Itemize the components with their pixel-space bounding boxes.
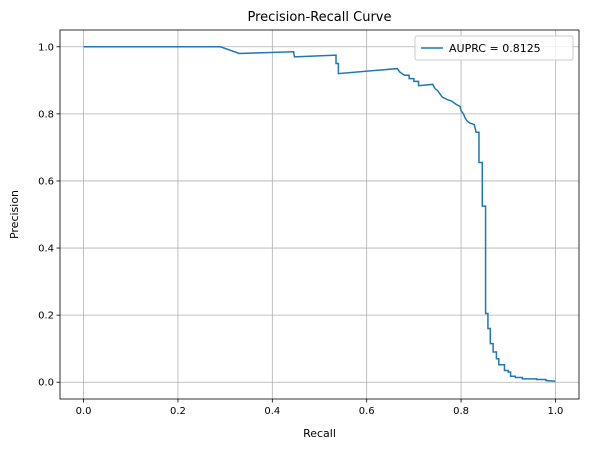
legend-box — [414, 35, 574, 61]
x-tick-label: 0.2 — [170, 406, 186, 417]
y-tick-label: 0.4 — [38, 244, 54, 255]
x-tick-label: 0.4 — [264, 406, 280, 417]
x-tick-label: 0.6 — [359, 406, 375, 417]
series-line — [83, 46, 556, 382]
x-tick-label: 1.0 — [547, 406, 563, 417]
legend: AUPRC = 0.8125 — [414, 35, 574, 61]
y-axis-label: Precision — [8, 190, 21, 239]
x-axis-label: Recall — [303, 427, 336, 440]
ticks: 0.0 0.2 0.4 0.6 0.8 1.0 0.0 0.2 0.4 0.6 0.8 1.0 — [38, 42, 563, 417]
plot-frame — [59, 29, 580, 400]
x-tick-label: 0.8 — [453, 406, 469, 417]
y-tick-label: 0.0 — [38, 378, 54, 389]
y-tick-label: 0.6 — [38, 176, 54, 187]
y-tick-label: 1.0 — [38, 42, 54, 53]
legend-label: AUPRC = 0.8125 — [449, 42, 541, 55]
x-tick-label: 0.0 — [76, 406, 92, 417]
chart-title: Precision-Recall Curve — [248, 10, 392, 25]
y-tick-label: 0.8 — [38, 109, 54, 120]
series-layer — [83, 46, 556, 382]
y-tick-label: 0.2 — [38, 311, 54, 322]
